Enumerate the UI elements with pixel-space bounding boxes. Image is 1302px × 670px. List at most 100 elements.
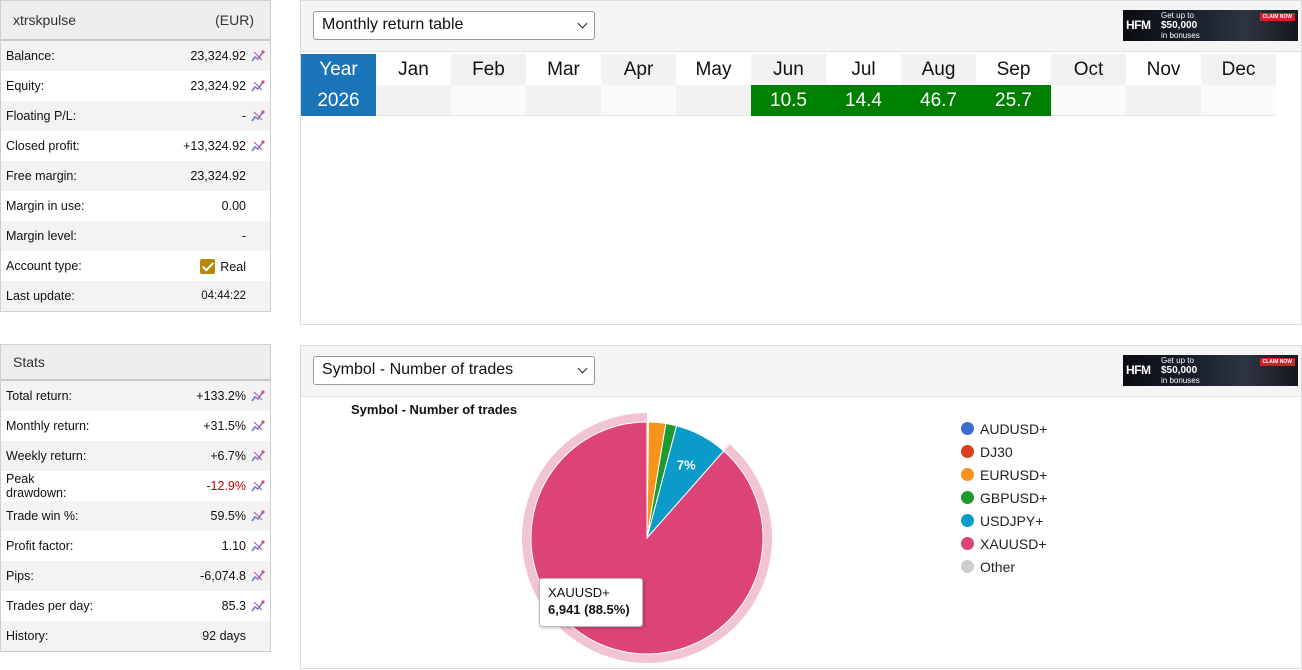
row-value-text: 23,324.92: [190, 49, 246, 63]
ad-banner[interactable]: HFM Get up to $50,000 in bonuses CLAIM N…: [1123, 10, 1298, 41]
row-value-text: -: [241, 229, 246, 243]
ad-cta: CLAIM NOW: [1259, 358, 1295, 366]
account-row: Margin in use: 0.00: [1, 191, 270, 221]
legend-item[interactable]: Other: [961, 555, 1047, 578]
month-header: Feb: [451, 54, 526, 85]
chart-link-icon[interactable]: [246, 101, 270, 131]
row-value: -6,074.8: [200, 569, 246, 583]
month-header: Nov: [1126, 54, 1201, 85]
ad-line3: in bonuses: [1161, 376, 1200, 385]
row-value: 92 days: [202, 629, 246, 643]
month-header: Aug: [901, 54, 976, 85]
chart-link-icon: [246, 281, 270, 311]
month-header: Jan: [376, 54, 451, 85]
monthly-select-value: Monthly return table: [322, 16, 464, 33]
legend-item[interactable]: GBPUSD+: [961, 486, 1047, 509]
month-value-cell: [526, 85, 601, 116]
account-row: Floating P/L: -: [1, 101, 270, 131]
symbol-panel: Symbol - Number of trades HFM Get up to …: [300, 345, 1302, 669]
stats-row: Pips: -6,074.8: [1, 561, 270, 591]
ad-banner[interactable]: HFM Get up to $50,000 in bonuses CLAIM N…: [1123, 355, 1298, 386]
chart-link-icon[interactable]: [246, 411, 270, 441]
checkbox-icon: [200, 258, 216, 274]
ad-cta: CLAIM NOW: [1259, 13, 1295, 21]
row-value: 0.00: [96, 199, 246, 213]
symbol-view-select[interactable]: Symbol - Number of trades: [313, 356, 595, 385]
month-header: May: [676, 54, 751, 85]
chart-link-icon: [246, 161, 270, 191]
row-label: Weekly return:: [6, 449, 87, 463]
stats-row: Total return: +133.2%: [1, 381, 270, 411]
chart-link-icon[interactable]: [246, 471, 270, 501]
legend-dot-icon: [961, 491, 974, 504]
chart-link-icon[interactable]: [246, 381, 270, 411]
month-value-cell[interactable]: 10.5: [751, 85, 826, 116]
symbol-header: Symbol - Number of trades HFM Get up to …: [301, 346, 1301, 397]
ad-line2: $50,000: [1161, 365, 1198, 376]
monthly-view-select[interactable]: Monthly return table: [313, 11, 595, 40]
stats-row: Trade win %: 59.5%: [1, 501, 270, 531]
legend-item[interactable]: EURUSD+: [961, 463, 1047, 486]
legend-label: XAUUSD+: [980, 535, 1047, 552]
row-label: Margin in use:: [6, 199, 85, 213]
legend-item[interactable]: USDJPY+: [961, 509, 1047, 532]
chevron-down-icon: [577, 18, 588, 29]
stats-title: Stats: [13, 354, 45, 370]
row-label: Balance:: [6, 49, 55, 63]
chart-link-icon[interactable]: [246, 561, 270, 591]
stats-header: Stats: [1, 345, 270, 381]
row-value-text: Real: [220, 259, 246, 274]
legend-item[interactable]: XAUUSD+: [961, 532, 1047, 555]
row-label: Total return:: [6, 389, 73, 403]
legend-dot-icon: [961, 468, 974, 481]
legend-dot-icon: [961, 514, 974, 527]
chart-link-icon[interactable]: [246, 131, 270, 161]
chart-link-icon[interactable]: [246, 531, 270, 561]
year-cell: 2026: [301, 85, 376, 116]
chart-link-icon[interactable]: [246, 41, 270, 71]
row-value: 1.10: [221, 539, 246, 553]
ad-logo: HFM: [1126, 18, 1151, 32]
row-label: Peak drawdown:: [6, 472, 67, 500]
row-value: 23,324.92: [96, 49, 246, 63]
row-label: Free margin:: [6, 169, 77, 183]
month-value-cell[interactable]: 14.4: [826, 85, 901, 116]
month-header: Jun: [751, 54, 826, 85]
stats-row: Peak drawdown: -12.9%: [1, 471, 270, 501]
row-value-text: 23,324.92: [190, 79, 246, 93]
ad-line1: Get up to: [1161, 356, 1194, 365]
chart-link-icon[interactable]: [246, 591, 270, 621]
row-value: 23,324.92: [96, 169, 246, 183]
row-label: History:: [6, 629, 49, 643]
chart-link-icon[interactable]: [246, 501, 270, 531]
month-header: Apr: [601, 54, 676, 85]
account-row: Closed profit: +13,324.92: [1, 131, 270, 161]
row-value: +133.2%: [196, 389, 246, 403]
row-value-text: -: [241, 109, 246, 123]
month-value-cell[interactable]: 46.7: [901, 85, 976, 116]
account-row: Margin level: -: [1, 221, 270, 251]
legend-item[interactable]: AUDUSD+: [961, 417, 1047, 440]
chart-link-icon[interactable]: [246, 441, 270, 471]
row-value: +31.5%: [203, 419, 246, 433]
month-header: Mar: [526, 54, 601, 85]
row-value: 04:44:22: [96, 290, 246, 302]
account-row: Balance: 23,324.92: [1, 41, 270, 71]
year-header: Year: [301, 54, 376, 85]
chart-link-icon[interactable]: [246, 71, 270, 101]
row-value: Real: [96, 258, 246, 274]
stats-panel: Stats Total return: +133.2% Monthly return…: [0, 344, 271, 652]
month-value-cell[interactable]: 25.7: [976, 85, 1051, 116]
legend-dot-icon: [961, 537, 974, 550]
month-value-cell: [1201, 85, 1276, 116]
monthly-return-table: Year Jan Feb Mar Apr May Jun Jul Aug Sep Oct Nov Dec…: [301, 54, 1276, 116]
legend-item[interactable]: DJ30: [961, 440, 1047, 463]
row-value: +13,324.92: [96, 139, 246, 153]
monthly-return-panel: Monthly return table HFM Get up to $50,0…: [300, 0, 1302, 325]
account-panel: xtrskpulse (EUR) Balance: 23,324.92 Equity…: [0, 0, 271, 312]
stats-row: Trades per day: 85.3: [1, 591, 270, 621]
row-value: 85.3: [221, 599, 246, 613]
account-row: Free margin: 23,324.92: [1, 161, 270, 191]
account-name: xtrskpulse: [13, 12, 77, 28]
row-value-text: 04:44:22: [201, 290, 246, 302]
